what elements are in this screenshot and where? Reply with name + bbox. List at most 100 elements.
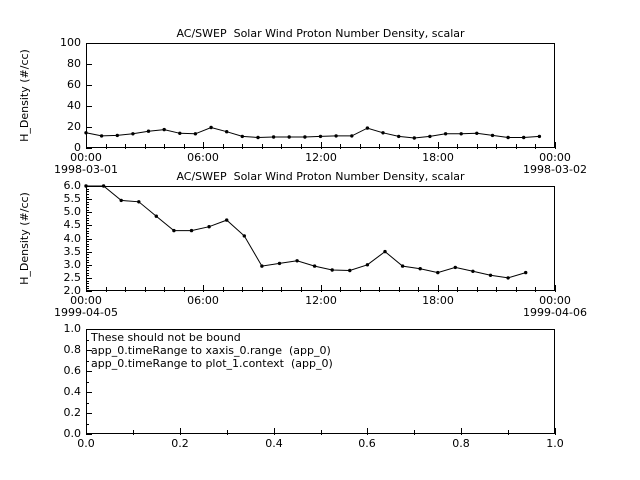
y-tick-label-1-8: 6.0 (63, 179, 82, 192)
series-marker-0 (381, 131, 385, 135)
x-minor-tick-1 (125, 287, 126, 292)
series-marker-0 (412, 136, 416, 140)
y-minor-tick-1 (86, 204, 89, 205)
x-tick-label-1-1: 06:00 (187, 294, 219, 307)
x-minor-tick-0 (340, 144, 341, 149)
series-marker-0 (225, 130, 229, 134)
x-major-tick-1-1 (203, 285, 204, 292)
y-tick-label-1-0: 2.0 (63, 284, 82, 297)
y-minor-tick-1 (86, 273, 89, 274)
series-marker-0 (193, 132, 198, 136)
series-marker-1 (260, 264, 264, 268)
series-marker-0 (209, 125, 213, 130)
x-minor-tick-1 (340, 287, 341, 292)
plot-area-2[interactable] (86, 329, 555, 434)
x-minor-tick-1 (496, 287, 497, 292)
x-tick-label-1-0: 00:00 (70, 294, 102, 307)
series-marker-1 (295, 259, 299, 263)
plot-title-1: AC/SWEP Solar Wind Proton Number Density… (176, 170, 465, 183)
y-major-tick-1-6 (86, 212, 92, 213)
y-minor-tick-1 (86, 260, 89, 261)
x-minor-tick-1 (477, 287, 478, 292)
series-marker-1 (172, 228, 176, 233)
x-minor-tick-2 (321, 430, 322, 435)
x-minor-tick-1 (106, 287, 107, 292)
x-minor-tick-0 (535, 144, 536, 149)
x-minor-tick-2 (227, 430, 228, 435)
y-tick-label-2-1: 0.2 (63, 406, 82, 419)
x-tick-label-0-4: 00:00 (539, 151, 571, 164)
x-major-tick-0-3 (438, 142, 439, 149)
series-marker-1 (453, 265, 457, 270)
series-marker-0 (178, 131, 182, 135)
y-minor-tick-1 (86, 241, 89, 242)
x-minor-tick-1 (184, 287, 185, 292)
y-minor-tick-1 (86, 262, 89, 263)
x-tick-label-0-0: 00:00 (70, 151, 102, 164)
series-marker-1 (400, 264, 405, 268)
y-minor-tick-1 (86, 286, 89, 287)
x-tick-label-2-3: 0.6 (358, 437, 376, 450)
series-marker-0 (506, 135, 510, 140)
y-tick-label-0-1: 20 (67, 120, 81, 133)
series-marker-0 (397, 134, 401, 139)
plot-area-1[interactable] (86, 186, 555, 291)
y-minor-tick-1 (86, 275, 89, 276)
y-minor-tick-1 (86, 228, 89, 229)
x-minor-tick-1 (281, 287, 282, 292)
y-minor-tick-1 (86, 194, 89, 195)
x-tick-label-2-0: 0.0 (77, 437, 95, 450)
series-marker-1 (137, 200, 141, 204)
y-minor-tick-1 (86, 202, 89, 203)
y-minor-tick-1 (86, 246, 89, 247)
series-marker-0 (318, 134, 323, 139)
x-tick-label-2-5: 1.0 (546, 437, 564, 450)
x-major-tick-2-5 (555, 428, 556, 435)
x-minor-tick-0 (106, 144, 107, 149)
x-minor-tick-0 (184, 144, 185, 149)
y-minor-tick-1 (86, 220, 89, 221)
series-marker-1 (436, 270, 440, 275)
y-minor-tick-1 (86, 244, 89, 245)
y-major-tick-2-3 (86, 371, 92, 372)
x-minor-tick-0 (223, 144, 224, 149)
y-major-tick-0-1 (86, 127, 92, 128)
plot-annotation-2-1: app_0.timeRange to xaxis_0.range (app_0) (91, 344, 331, 357)
x-tick-sublabel-1-4: 1999-04-06 (523, 306, 587, 319)
x-tick-label-1-2: 12:00 (305, 294, 337, 307)
x-minor-tick-1 (535, 287, 536, 292)
y-minor-tick-2 (86, 424, 89, 425)
y-minor-tick-1 (86, 218, 89, 219)
y-major-tick-1-7 (86, 199, 92, 200)
y-tick-label-1-1: 2.5 (63, 271, 82, 284)
series-marker-1 (488, 273, 493, 277)
x-tick-sublabel-0-0: 1998-03-01 (54, 163, 118, 176)
y-minor-tick-1 (86, 233, 89, 234)
series-marker-0 (475, 131, 479, 135)
x-minor-tick-0 (360, 144, 361, 149)
x-minor-tick-1 (301, 287, 302, 292)
x-minor-tick-1 (262, 287, 263, 292)
x-tick-label-2-1: 0.2 (171, 437, 189, 450)
x-minor-tick-1 (242, 287, 243, 292)
x-major-tick-1-3 (438, 285, 439, 292)
x-minor-tick-1 (516, 287, 517, 292)
y-tick-label-1-5: 4.5 (63, 218, 82, 231)
series-marker-1 (506, 276, 510, 280)
series-marker-1 (189, 228, 194, 233)
series-marker-0 (256, 135, 260, 140)
series-marker-0 (459, 132, 463, 136)
x-major-tick-0-0 (86, 142, 87, 149)
series-marker-0 (428, 134, 432, 139)
x-major-tick-1-4 (555, 285, 556, 292)
y-minor-tick-1 (86, 267, 89, 268)
x-minor-tick-0 (301, 144, 302, 149)
x-tick-label-0-2: 12:00 (305, 151, 337, 164)
y-minor-tick-1 (86, 215, 89, 216)
x-minor-tick-1 (145, 287, 146, 292)
x-minor-tick-1 (457, 287, 458, 292)
y-minor-tick-1 (86, 197, 89, 198)
x-tick-label-2-4: 0.8 (452, 437, 470, 450)
